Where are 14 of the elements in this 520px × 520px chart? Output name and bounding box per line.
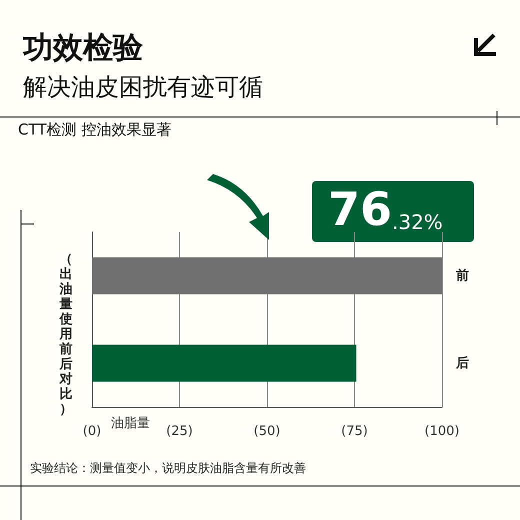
text: （出油量使用前后对比） — [60, 252, 72, 417]
x-tick-label: (100) — [424, 424, 460, 439]
y-tick-label: 后 — [455, 354, 469, 371]
chart-title: 功效检验 — [22, 30, 144, 66]
text: 实验结论：测量值变小，说明皮肤油脂含量有所改善 — [30, 461, 306, 475]
x-tick-label: (50) — [254, 424, 280, 439]
chart-subtitle: 解决油皮困扰有迹可循 — [23, 73, 263, 101]
text: CTT检测 控油效果显著 — [18, 120, 172, 138]
y-tick-label: 前 — [455, 268, 469, 284]
x-tick-label: (75) — [341, 424, 368, 439]
x-tick-label: (25) — [166, 424, 193, 439]
x-tick-label: (0) — [82, 424, 102, 439]
annotation: 76.32% — [328, 182, 443, 236]
x-axis-title: 油脂量 — [111, 416, 150, 431]
